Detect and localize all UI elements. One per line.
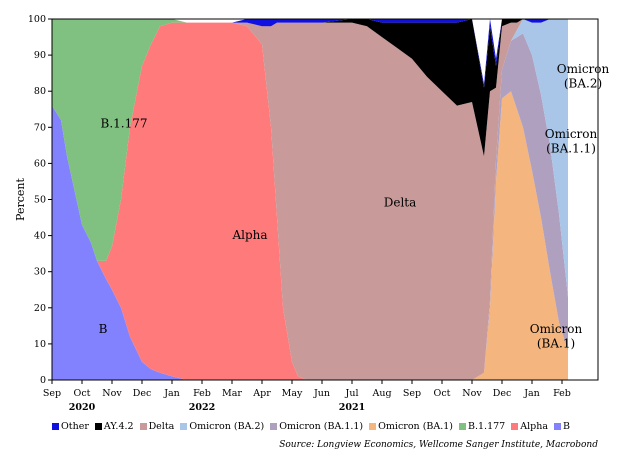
legend-swatch xyxy=(52,423,60,430)
legend-swatch xyxy=(139,423,147,430)
axes-layer: 0 10 20 30 40 50 60 70 80 90 100 Sep Oct Nov Dec Jan Feb… xyxy=(14,14,599,413)
legend-label: B xyxy=(562,421,570,432)
annotation-b-1-177: B.1.177 xyxy=(101,116,148,130)
x-tick-label: Dec xyxy=(493,388,512,399)
legend-swatch xyxy=(369,423,377,430)
x-tick-label: Feb xyxy=(193,388,211,399)
y-tick-label: 80 xyxy=(34,86,46,97)
legend-item-ay-4-2: AY.4.2 xyxy=(94,421,134,432)
x-tick-label: Oct xyxy=(74,388,91,399)
legend-swatch xyxy=(553,423,561,430)
year-label: 2022 xyxy=(189,402,215,413)
legend-label: B.1.177 xyxy=(468,421,506,432)
legend-label: AY.4.2 xyxy=(103,421,134,432)
legend-item-other: Other xyxy=(52,421,89,432)
annotation-delta: Delta xyxy=(384,196,417,210)
legend-swatch xyxy=(511,423,519,430)
x-tick-label: Jun xyxy=(313,388,330,399)
y-tick-label: 40 xyxy=(34,231,46,242)
y-tick-label: 20 xyxy=(34,303,46,314)
x-tick-label: Mar xyxy=(222,388,242,399)
legend-label: Omicron (BA.1.1) xyxy=(279,421,364,432)
x-tick-label: Feb xyxy=(553,388,571,399)
area-omicron-ba-1 xyxy=(52,19,568,380)
legend-item-b-1-177: B.1.177 xyxy=(459,421,505,432)
area-b-1-177 xyxy=(52,19,568,380)
legend: Other AY.4.2 Delta Omicron (BA.2) Omicron (B… xyxy=(0,421,622,432)
area-ay-4-2 xyxy=(52,19,568,157)
legend-swatch xyxy=(180,423,188,430)
stacked-area-chart: B.1.177AlphaDeltaBOmicron(BA.2)Omicron(B… xyxy=(14,14,610,413)
legend-swatch xyxy=(94,423,102,430)
annotation-omicron: Omicron xyxy=(557,62,610,76)
year-label: 2020 xyxy=(69,402,96,413)
x-tick-label: May xyxy=(282,388,303,399)
y-tick-label: 60 xyxy=(34,158,46,169)
x-tick-label: Sep xyxy=(43,388,61,399)
area-delta xyxy=(52,19,568,380)
legend-item-omicron-ba-1-1: Omicron (BA.1.1) xyxy=(270,421,363,432)
y-tick-label: 10 xyxy=(34,339,46,350)
legend-item-omicron-ba-2: Omicron (BA.2) xyxy=(180,421,264,432)
source-note: Source: Longview Economics, Wellcome San… xyxy=(279,440,598,450)
y-axis-label: Percent xyxy=(14,177,27,220)
year-label: 2021 xyxy=(339,402,365,413)
annotation-b: B xyxy=(99,322,108,336)
legend-label: Omicron (BA.1) xyxy=(378,421,454,432)
annotation-layer: B.1.177AlphaDeltaBOmicron(BA.2)Omicron(B… xyxy=(99,62,610,350)
annotation-ba-1-1: (BA.1.1) xyxy=(546,142,596,156)
x-tick-label: Nov xyxy=(102,388,122,399)
y-tick-label: 30 xyxy=(34,267,46,278)
legend-item-omicron-ba-1: Omicron (BA.1) xyxy=(369,421,453,432)
legend-label: Other xyxy=(61,421,89,432)
x-tick-label: Dec xyxy=(133,388,152,399)
y-tick-label: 90 xyxy=(34,50,46,61)
y-tick-label: 70 xyxy=(34,122,46,133)
annotation-alpha: Alpha xyxy=(231,228,267,242)
x-tick-label: Jan xyxy=(523,388,540,399)
area-b xyxy=(52,105,568,380)
x-tick-label: Sep xyxy=(403,388,421,399)
x-tick-label: Jul xyxy=(345,388,359,399)
legend-label: Delta xyxy=(148,421,175,432)
annotation-omicron: Omicron xyxy=(530,322,583,336)
y-tick-label: 0 xyxy=(40,375,46,386)
x-tick-label: Oct xyxy=(434,388,451,399)
annotation-ba-2: (BA.2) xyxy=(564,77,602,91)
annotation-omicron: Omicron xyxy=(545,127,598,141)
legend-label: Omicron (BA.2) xyxy=(189,421,265,432)
legend-swatch xyxy=(459,423,467,430)
annotation-ba-1: (BA.1) xyxy=(537,337,575,351)
x-tick-label: Aug xyxy=(371,388,391,399)
legend-label: Alpha xyxy=(520,421,548,432)
area-layer xyxy=(52,19,568,380)
x-tick-label: Apr xyxy=(252,388,271,399)
legend-swatch xyxy=(270,423,278,430)
legend-item-alpha: Alpha xyxy=(511,421,548,432)
x-tick-label: Jan xyxy=(163,388,180,399)
area-alpha xyxy=(52,22,568,380)
y-tick-label: 100 xyxy=(28,14,46,25)
area-omicron-ba-1-1 xyxy=(52,19,568,380)
x-tick-label: Nov xyxy=(462,388,482,399)
y-tick-label: 50 xyxy=(34,195,46,206)
legend-item-delta: Delta xyxy=(139,421,175,432)
legend-item-b: B xyxy=(553,421,570,432)
